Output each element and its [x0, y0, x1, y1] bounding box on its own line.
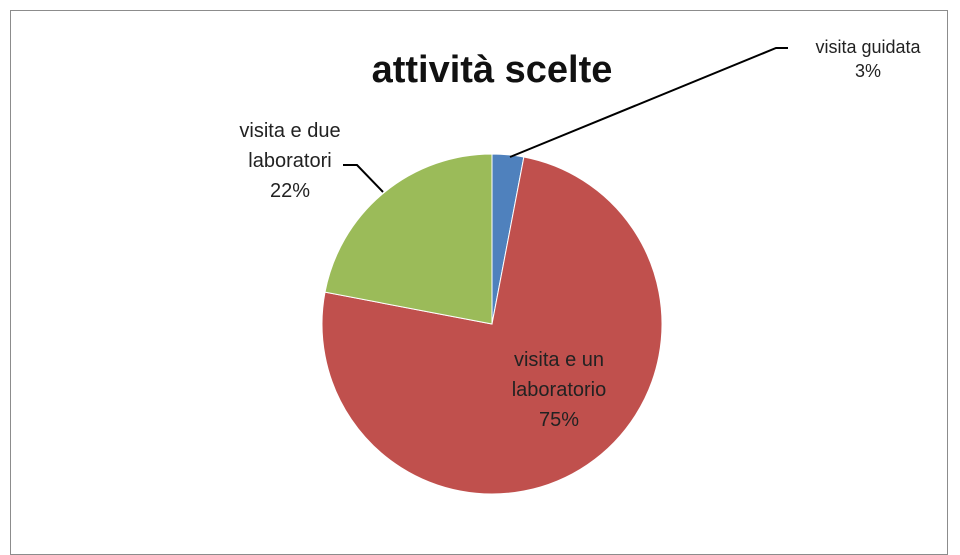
- chart-title: attività scelte: [372, 49, 613, 91]
- pie-chart: attività scelte visita guidata 3% visita e…: [239, 37, 922, 495]
- data-label-name-visita-guidata: visita guidata: [815, 37, 921, 57]
- data-label-percent-visita-guidata: 3%: [855, 61, 881, 81]
- pie-slice-visita-e-un-laboratorio: [321, 156, 663, 495]
- data-label-name-visita-e-due-laboratori: visita e due: [239, 120, 340, 142]
- data-label-name-visita-e-un-laboratorio: laboratorio: [512, 379, 607, 401]
- data-label-percent-visita-e-due-laboratori: 22%: [270, 180, 310, 202]
- data-label-percent-visita-e-un-laboratorio: 75%: [539, 409, 579, 431]
- leader-line-visita-guidata: [509, 47, 788, 158]
- pie-slice-visita-e-due-laboratori: [324, 153, 493, 325]
- data-label-name-visita-e-un-laboratorio: visita e un: [514, 349, 604, 371]
- leader-line-visita-e-due-laboratori: [343, 164, 384, 193]
- data-label-name-visita-e-due-laboratori: laboratori: [248, 150, 331, 172]
